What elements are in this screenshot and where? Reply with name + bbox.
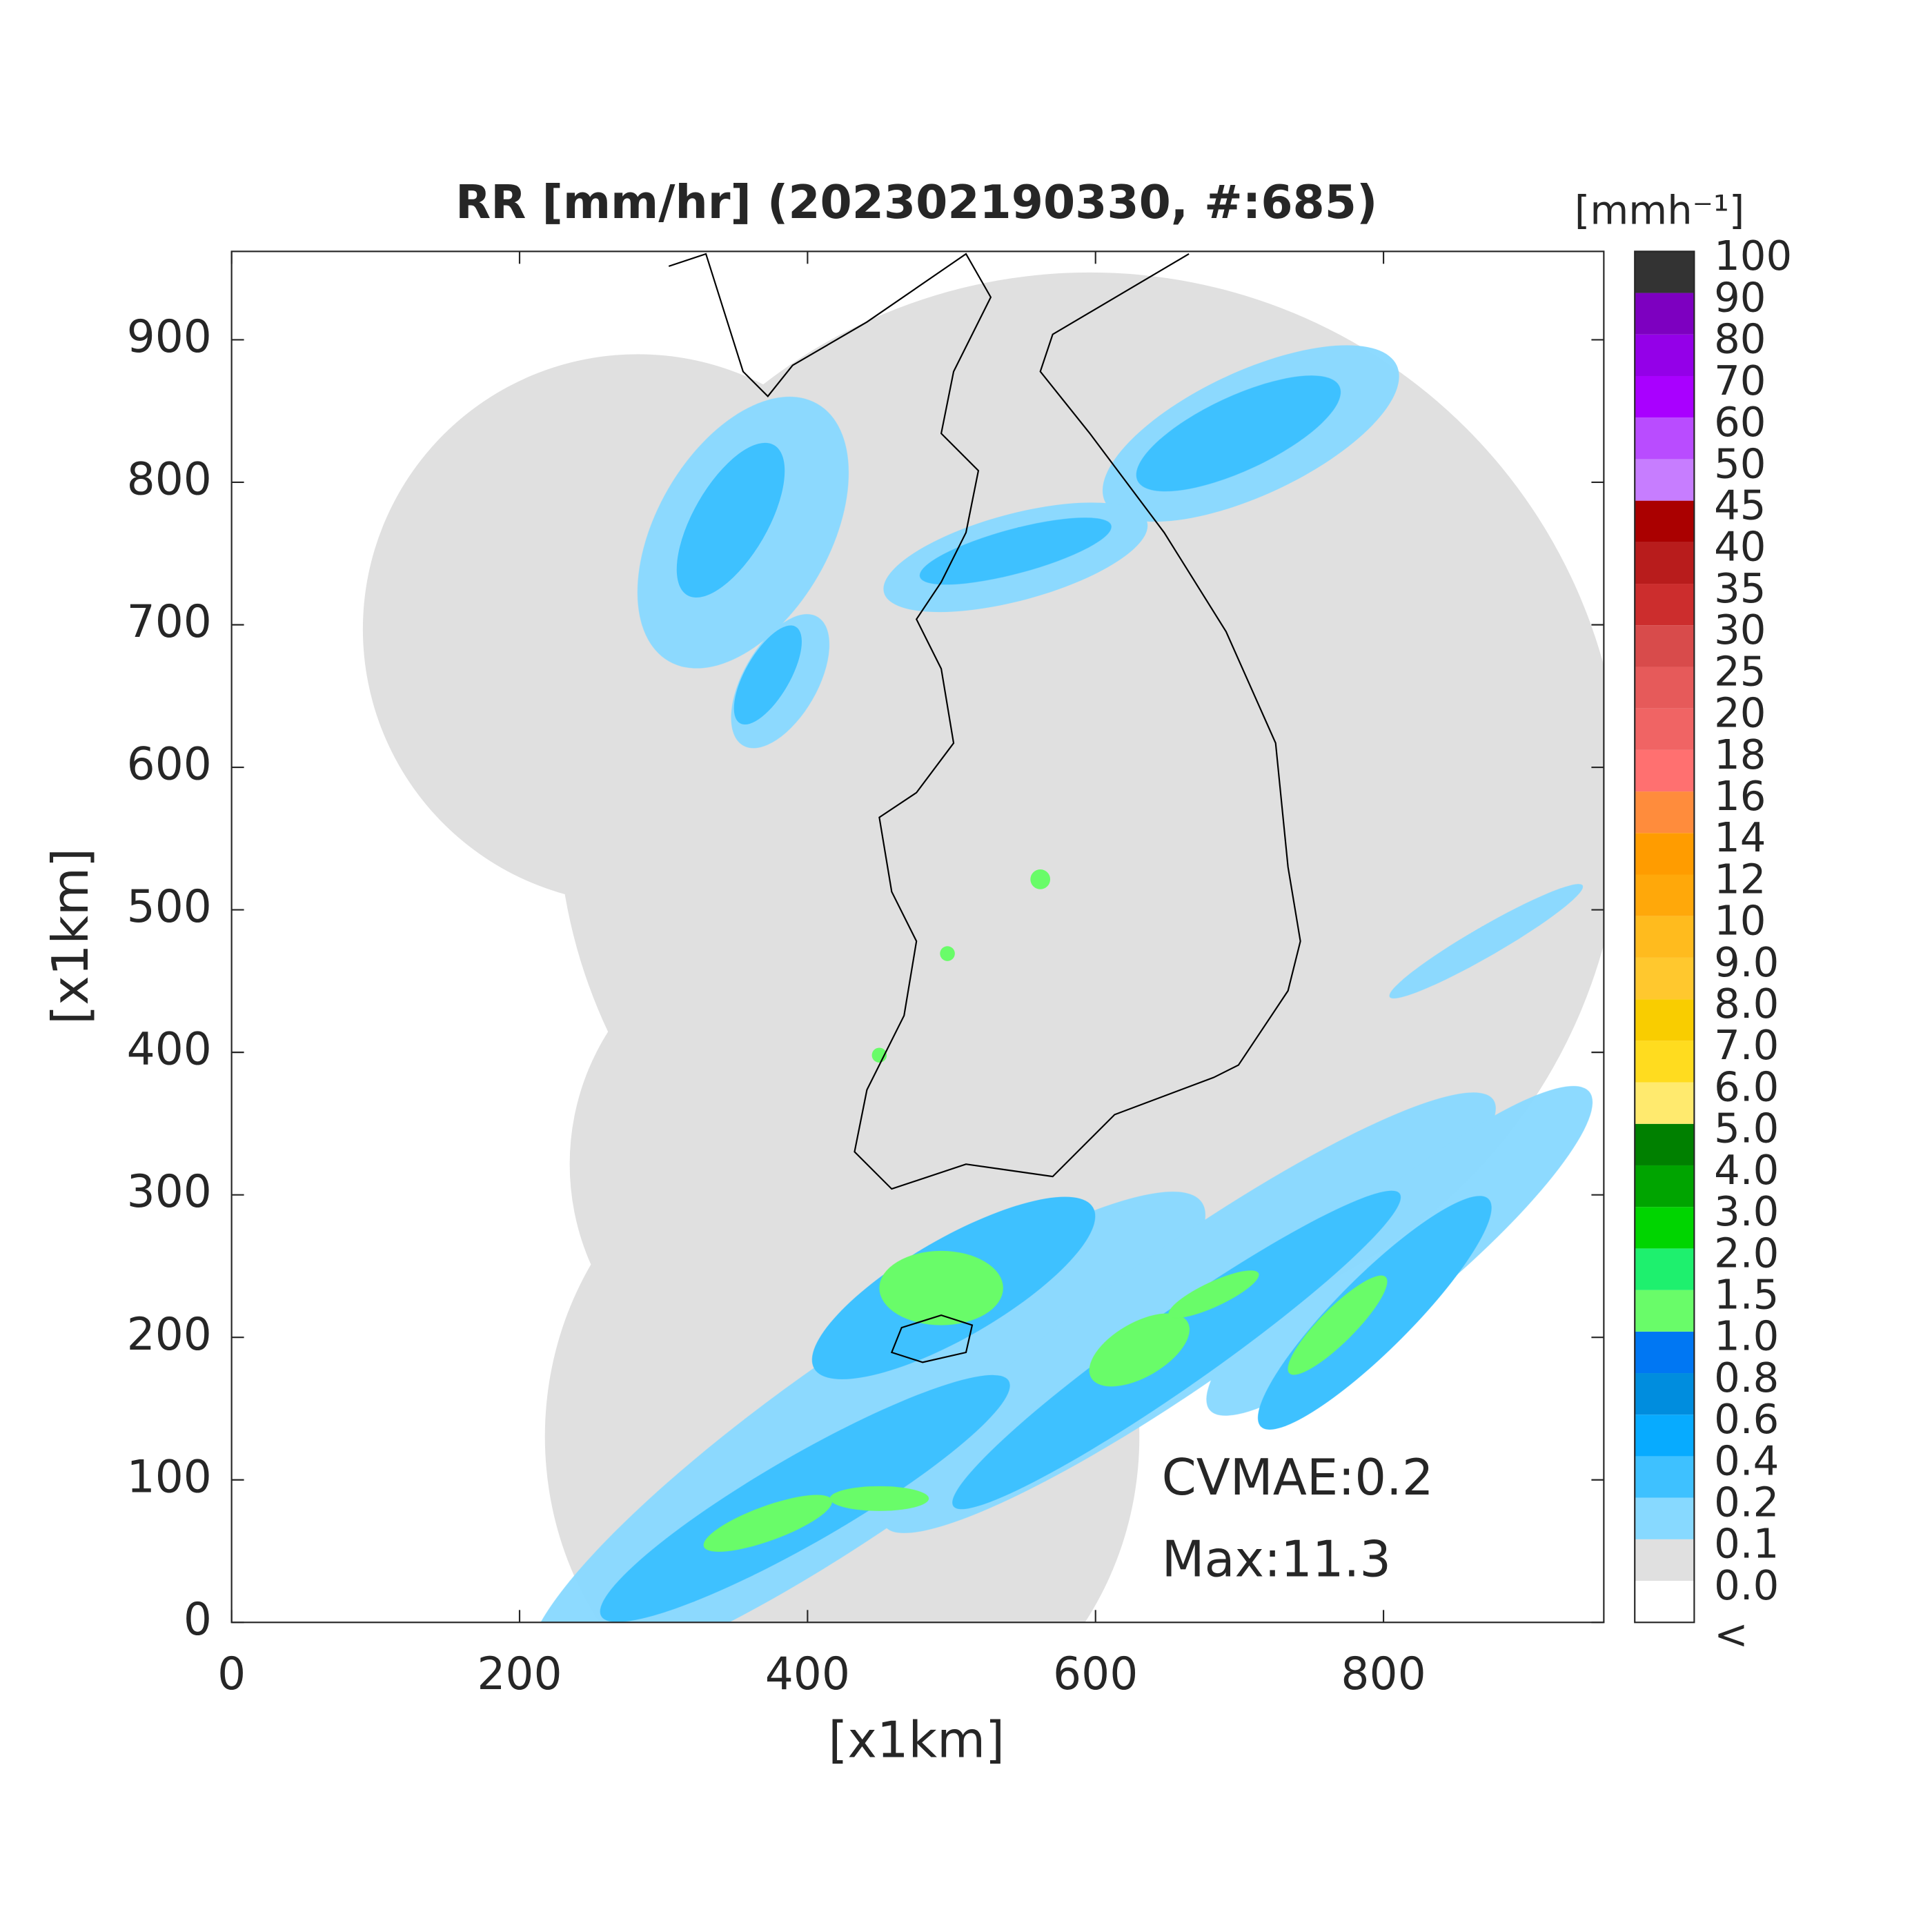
jeju-island	[890, 1314, 974, 1363]
colorbar-label: 16	[1714, 772, 1766, 820]
colorbar-title: [mmh⁻¹]	[1575, 187, 1744, 233]
y-tick-label: 100	[127, 1451, 212, 1503]
colorbar-swatch	[1635, 1041, 1695, 1083]
radar-field	[362, 253, 1604, 1623]
y-tick-label: 700	[127, 596, 212, 648]
colorbar-swatch	[1635, 251, 1695, 293]
colorbar-label: 9.0	[1714, 938, 1779, 986]
colorbar-swatch	[1635, 791, 1695, 834]
colorbar-label: 1.0	[1714, 1312, 1779, 1360]
colorbar-swatch	[1635, 957, 1695, 1000]
y-tick-label: 900	[127, 311, 212, 363]
colorbar-swatch	[1635, 999, 1695, 1041]
axes-and-colorbar: 0 200 400 600 800 0 100 200 300 400 500 600 700 800 90…	[127, 232, 1793, 1700]
colorbar-swatch	[1635, 417, 1695, 460]
colorbar-label: 12	[1714, 855, 1766, 903]
colorbar-label: 40	[1714, 523, 1766, 571]
colorbar-swatch	[1635, 1123, 1695, 1165]
colorbar-label: 0.8	[1714, 1354, 1779, 1401]
colorbar-label: 5.0	[1714, 1105, 1779, 1152]
annotation: Max:11.3	[1162, 1530, 1391, 1588]
colorbar-swatch	[1635, 1497, 1695, 1539]
colorbar-swatch	[1635, 749, 1695, 792]
coastline	[668, 253, 1301, 1190]
colorbar-label: 60	[1714, 398, 1766, 446]
colorbar-swatch	[1635, 1082, 1695, 1124]
x-tick-label: 600	[1053, 1648, 1138, 1700]
colorbar-label: 14	[1714, 814, 1766, 861]
colorbar-swatch	[1635, 1539, 1695, 1581]
colorbar-label: 70	[1714, 357, 1766, 404]
colorbar-swatch	[1635, 833, 1695, 875]
colorbar-swatch	[1635, 375, 1695, 418]
colorbar-label: 20	[1714, 689, 1766, 737]
colorbar-label: 1.5	[1714, 1270, 1779, 1318]
y-tick-label: 200	[127, 1309, 212, 1361]
colorbar-label: 100	[1714, 232, 1792, 279]
colorbar-label: 35	[1714, 564, 1766, 612]
y-tick-label: 300	[127, 1166, 212, 1218]
colorbar-swatch	[1635, 542, 1695, 584]
colorbar-swatch	[1635, 334, 1695, 376]
colorbar-label: 10	[1714, 897, 1766, 945]
colorbar-swatch	[1635, 293, 1695, 335]
plot-frame	[230, 250, 1605, 1624]
x-tick-label: 200	[477, 1648, 562, 1700]
x-tick-label: 800	[1341, 1648, 1426, 1700]
chart-title: RR [mm/hr] (202302190330, #:685)	[455, 175, 1377, 229]
annotation: CVMAE:0.2	[1162, 1448, 1434, 1506]
colorbar-label: 6.0	[1714, 1063, 1779, 1110]
colorbar-swatch	[1635, 916, 1695, 958]
colorbar-swatch	[1635, 1373, 1695, 1415]
colorbar-swatch	[1635, 1414, 1695, 1457]
colorbar-label: 80	[1714, 315, 1766, 363]
x-tick-label: 0	[217, 1648, 246, 1700]
colorbar-label: 0.6	[1714, 1395, 1779, 1443]
y-axis-label: [x1km]	[41, 848, 99, 1025]
colorbar-label: 90	[1714, 273, 1766, 321]
x-axis-label: [x1km]	[828, 1711, 1005, 1769]
colorbar-label: 0.4	[1714, 1437, 1779, 1484]
colorbar-label: 45	[1714, 481, 1766, 529]
colorbar-label: 7.0	[1714, 1021, 1779, 1069]
colorbar-label: 0.2	[1714, 1479, 1779, 1526]
colorbar-label: 4.0	[1714, 1146, 1779, 1194]
colorbar-label: 50	[1714, 440, 1766, 487]
colorbar-label: 0.0	[1714, 1561, 1779, 1609]
x-tick-label: 400	[765, 1648, 850, 1700]
colorbar-label: 8.0	[1714, 980, 1779, 1027]
colorbar-label: 2.0	[1714, 1229, 1779, 1276]
colorbar-swatch	[1635, 1290, 1695, 1332]
colorbar-swatch	[1635, 874, 1695, 916]
rain-heavy	[703, 869, 1388, 1552]
y-tick-label: 600	[127, 739, 212, 791]
y-tick-label: 800	[127, 454, 212, 506]
colorbar-swatch	[1635, 1207, 1695, 1249]
colorbar-label: 30	[1714, 606, 1766, 653]
y-tick-label: 500	[127, 881, 212, 933]
colorbar-label: 0.1	[1714, 1520, 1779, 1568]
colorbar-swatch	[1635, 708, 1695, 750]
colorbar-label: 25	[1714, 647, 1766, 695]
colorbar-label: 3.0	[1714, 1187, 1779, 1235]
y-tick-label: 0	[184, 1594, 212, 1646]
colorbar-swatch	[1635, 1456, 1695, 1498]
colorbar-label: 18	[1714, 731, 1766, 778]
y-tick-label: 400	[127, 1024, 212, 1076]
colorbar-swatch	[1635, 625, 1695, 667]
colorbar-frame	[1634, 250, 1695, 1624]
colorbar-swatch	[1635, 1581, 1695, 1623]
colorbar-swatch	[1635, 459, 1695, 501]
colorbar-label: <	[1714, 1610, 1748, 1658]
colorbar-swatch	[1635, 667, 1695, 709]
colorbar-swatch	[1635, 500, 1695, 542]
colorbar-swatch	[1635, 584, 1695, 626]
colorbar-swatch	[1635, 1248, 1695, 1290]
colorbar-swatch	[1635, 1165, 1695, 1208]
colorbar-swatch	[1635, 1331, 1695, 1374]
